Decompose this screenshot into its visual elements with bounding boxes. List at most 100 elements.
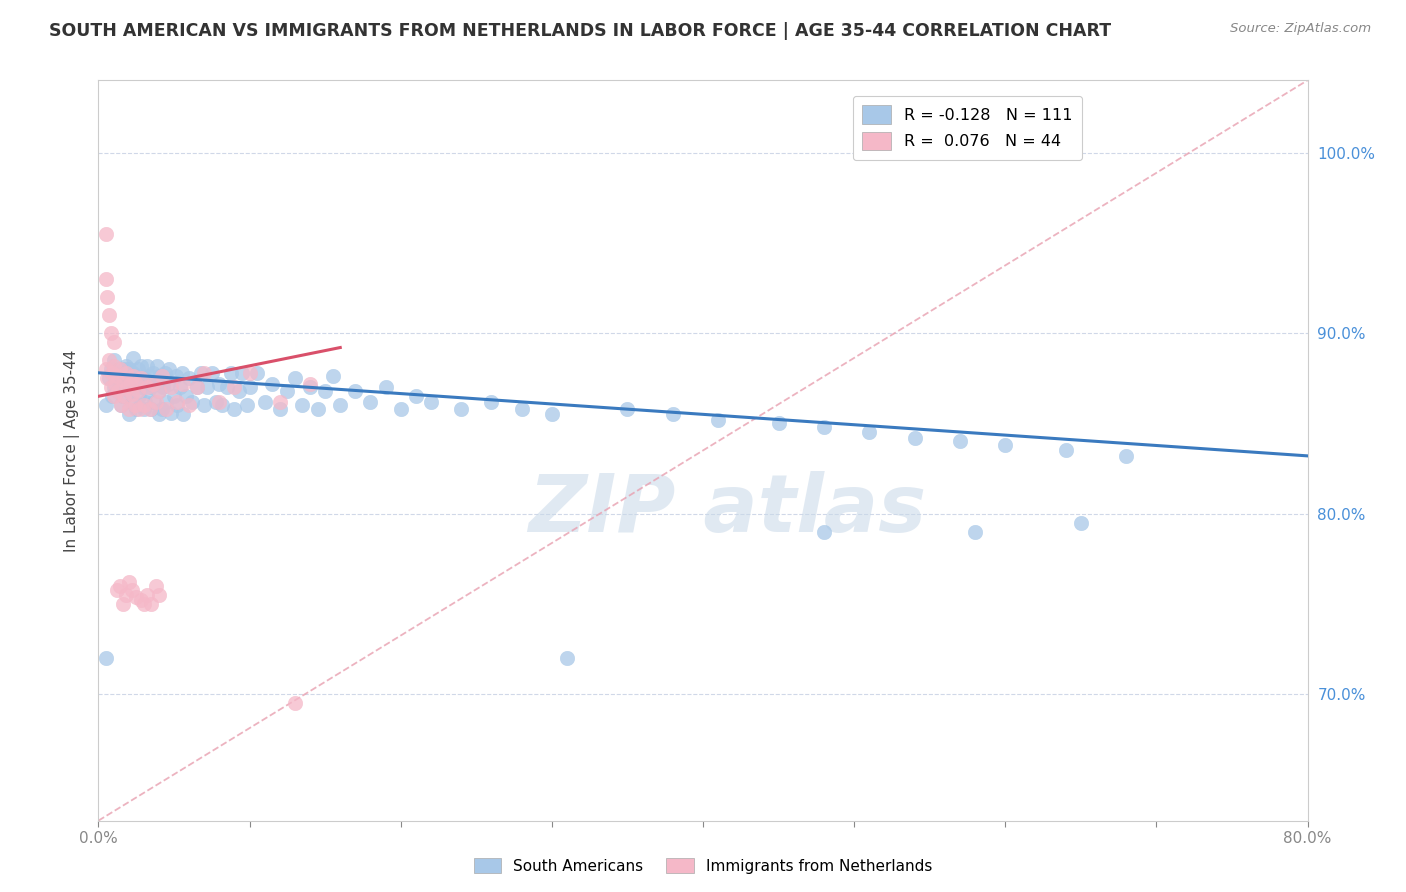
Point — [181, 394, 204, 409]
Point — [101, 389, 124, 403]
Point — [94, 398, 117, 412]
Point — [224, 401, 246, 416]
Point — [135, 588, 157, 602]
Point — [284, 696, 307, 710]
Point — [299, 380, 322, 394]
Point — [813, 420, 835, 434]
Point — [174, 389, 197, 403]
Point — [125, 401, 148, 416]
Point — [949, 434, 972, 449]
Point — [994, 438, 1017, 452]
Point — [155, 394, 177, 409]
Point — [100, 326, 122, 340]
Point — [253, 394, 276, 409]
Point — [122, 366, 145, 380]
Point — [111, 373, 134, 387]
Point — [135, 376, 157, 391]
Point — [112, 389, 135, 403]
Point — [103, 389, 125, 403]
Point — [1070, 516, 1092, 530]
Point — [103, 335, 125, 350]
Point — [132, 401, 155, 416]
Point — [94, 227, 117, 241]
Point — [118, 384, 141, 398]
Point — [115, 380, 138, 394]
Point — [135, 359, 157, 373]
Text: ZIP atlas: ZIP atlas — [529, 471, 927, 549]
Point — [201, 366, 224, 380]
Point — [135, 380, 157, 394]
Point — [150, 369, 173, 384]
Point — [156, 376, 179, 391]
Point — [389, 401, 412, 416]
Point — [190, 366, 212, 380]
Text: SOUTH AMERICAN VS IMMIGRANTS FROM NETHERLANDS IN LABOR FORCE | AGE 35-44 CORRELA: SOUTH AMERICAN VS IMMIGRANTS FROM NETHER… — [49, 22, 1111, 40]
Point — [118, 408, 141, 422]
Point — [813, 524, 835, 539]
Point — [208, 376, 231, 391]
Point — [235, 398, 257, 412]
Point — [98, 308, 121, 322]
Point — [239, 380, 262, 394]
Point — [131, 380, 153, 394]
Point — [134, 394, 156, 409]
Point — [139, 401, 162, 416]
Point — [112, 362, 135, 376]
Point — [98, 371, 121, 385]
Point — [160, 405, 183, 419]
Point — [540, 408, 562, 422]
Point — [124, 398, 146, 412]
Point — [121, 394, 143, 409]
Point — [179, 371, 201, 385]
Point — [121, 582, 143, 597]
Point — [661, 408, 683, 422]
Point — [148, 408, 170, 422]
Point — [208, 394, 231, 409]
Point — [166, 394, 188, 409]
Point — [115, 369, 138, 384]
Point — [105, 371, 128, 385]
Point — [307, 401, 329, 416]
Point — [129, 371, 152, 385]
Point — [224, 380, 246, 394]
Point — [284, 371, 307, 385]
Point — [108, 362, 131, 376]
Point — [616, 401, 638, 416]
Point — [128, 401, 150, 416]
Point — [172, 408, 194, 422]
Point — [142, 376, 165, 391]
Point — [125, 376, 148, 391]
Point — [108, 376, 131, 391]
Point — [329, 398, 352, 412]
Point — [269, 394, 291, 409]
Point — [344, 384, 367, 398]
Point — [269, 401, 291, 416]
Point — [291, 398, 314, 412]
Point — [114, 359, 136, 373]
Point — [94, 651, 117, 665]
Point — [374, 380, 396, 394]
Point — [124, 380, 146, 394]
Point — [965, 524, 987, 539]
Point — [120, 371, 142, 385]
Point — [211, 398, 233, 412]
Point — [160, 380, 183, 394]
Point — [205, 394, 228, 409]
Point — [103, 359, 125, 373]
Point — [122, 351, 145, 366]
Point — [246, 366, 269, 380]
Point — [322, 369, 344, 384]
Point — [129, 359, 152, 373]
Point — [145, 579, 167, 593]
Point — [114, 366, 136, 380]
Point — [276, 384, 298, 398]
Point — [111, 597, 134, 611]
Point — [195, 380, 218, 394]
Point — [127, 362, 149, 376]
Point — [120, 376, 142, 391]
Point — [420, 394, 443, 409]
Point — [239, 366, 262, 380]
Point — [105, 582, 128, 597]
Point — [132, 371, 155, 385]
Point — [193, 366, 215, 380]
